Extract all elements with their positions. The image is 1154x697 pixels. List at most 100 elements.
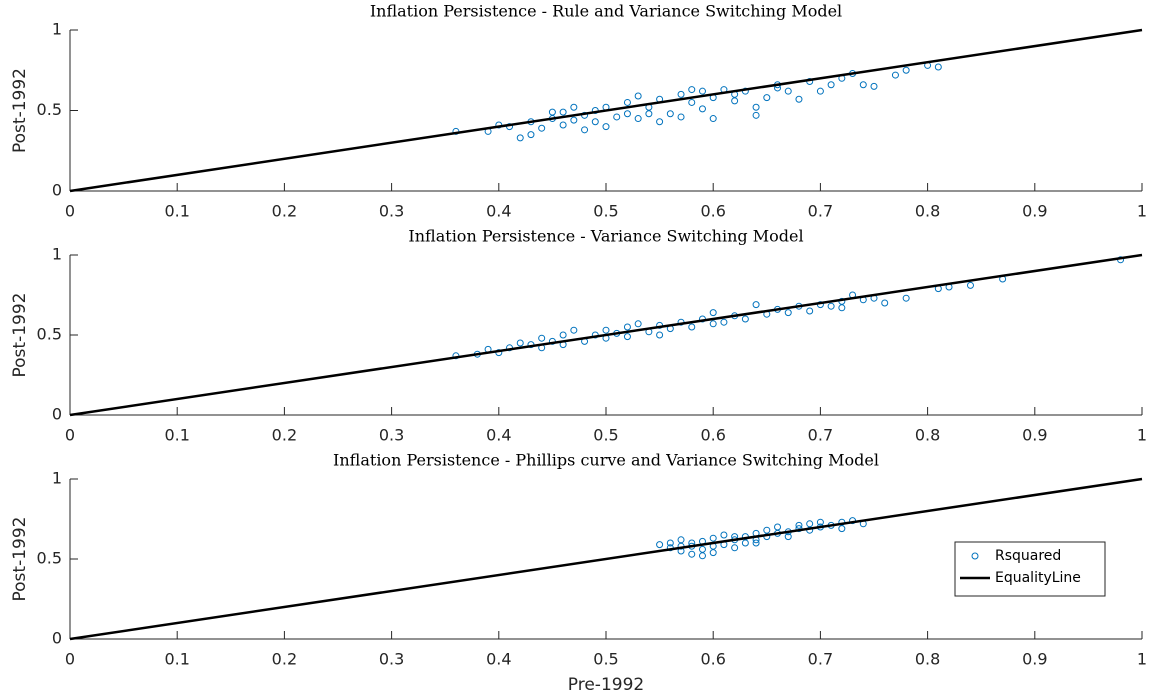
x-tick-label: 0.9 <box>1022 650 1047 669</box>
scatter-point <box>645 110 653 118</box>
legend-marker <box>971 552 979 560</box>
scatter-point <box>784 309 792 317</box>
y-tick-label: 1 <box>52 20 62 39</box>
y-axis-label: Post-1992 <box>10 517 30 602</box>
scatter-point <box>902 66 910 74</box>
scatter-point <box>902 294 910 302</box>
x-tick-label: 0.2 <box>272 202 297 221</box>
scatter-point <box>698 105 706 113</box>
x-tick-label: 1 <box>1137 426 1147 445</box>
x-tick-label: 0.3 <box>379 202 404 221</box>
x-tick-label: 0.5 <box>593 426 618 445</box>
x-tick-label: 0.6 <box>700 650 725 669</box>
scatter-point <box>709 115 717 123</box>
scatter-point <box>966 281 974 289</box>
y-tick-label: 0.5 <box>37 325 62 344</box>
x-tick-label: 0.5 <box>593 202 618 221</box>
scatter-point <box>752 539 760 547</box>
x-tick-label: 0.6 <box>700 426 725 445</box>
scatter-point <box>634 92 642 100</box>
scatter-point <box>784 87 792 95</box>
y-tick-label: 0 <box>52 181 62 200</box>
scatter-point <box>666 539 674 547</box>
scatter-point <box>677 90 685 98</box>
y-tick-label: 0.5 <box>37 100 62 119</box>
scatter-point <box>688 86 696 94</box>
scatter-point <box>795 521 803 529</box>
scatter-point <box>623 98 631 106</box>
scatter-point <box>859 81 867 89</box>
scatter-point <box>623 333 631 341</box>
scatter-point <box>881 299 889 307</box>
equality-line <box>69 477 1143 641</box>
scatter-point <box>891 71 899 79</box>
scatter-point <box>816 518 824 526</box>
x-tick-label: 0.1 <box>164 426 189 445</box>
scatter-point <box>570 116 578 124</box>
scatter-point <box>720 318 728 326</box>
scatter-point <box>795 95 803 103</box>
scatter-point <box>709 320 717 328</box>
x-tick-label: 0.2 <box>272 650 297 669</box>
scatter-point <box>602 123 610 131</box>
scatter-point <box>870 82 878 90</box>
x-tick-label: 0.1 <box>164 202 189 221</box>
scatter-point <box>559 121 567 129</box>
x-tick-label: 0.2 <box>272 426 297 445</box>
scatter-point <box>816 87 824 95</box>
scatter-point <box>827 302 835 310</box>
x-tick-label: 0.8 <box>915 426 940 445</box>
x-tick-label: 0.9 <box>1022 426 1047 445</box>
x-tick-label: 0.4 <box>486 650 511 669</box>
legend-box <box>954 541 1106 597</box>
x-tick-label: 0.7 <box>808 202 833 221</box>
scatter-point <box>634 320 642 328</box>
scatter-point <box>677 536 685 544</box>
chart-title: Inflation Persistence - Phillips curve a… <box>333 451 879 470</box>
x-tick-label: 0.3 <box>379 650 404 669</box>
x-tick-label: 0 <box>65 650 75 669</box>
legend-label: EqualityLine <box>995 570 1081 586</box>
scatter-point <box>634 115 642 123</box>
scatter-point <box>784 533 792 541</box>
x-tick-label: 0.8 <box>915 202 940 221</box>
y-tick-label: 0.5 <box>37 549 62 568</box>
x-axis-label: Pre-1992 <box>568 675 644 695</box>
y-tick-label: 1 <box>52 245 62 264</box>
scatter-point <box>763 526 771 534</box>
y-tick-label: 1 <box>52 469 62 488</box>
chart-title: Inflation Persistence - Variance Switchi… <box>408 227 803 246</box>
x-tick-label: 0.4 <box>486 426 511 445</box>
scatter-point <box>548 108 556 116</box>
scatter-point <box>613 113 621 121</box>
scatter-point <box>570 326 578 334</box>
x-tick-label: 0 <box>65 426 75 445</box>
scatter-point <box>666 110 674 118</box>
scatter-point <box>763 94 771 102</box>
x-tick-label: 1 <box>1137 202 1147 221</box>
scatter-point <box>623 323 631 331</box>
x-tick-label: 1 <box>1137 650 1147 669</box>
scatter-point <box>559 331 567 339</box>
scatter-point <box>752 301 760 309</box>
x-tick-label: 0.1 <box>164 650 189 669</box>
scatter-point <box>516 134 524 142</box>
scatter-point <box>688 323 696 331</box>
scatter-point <box>752 111 760 119</box>
scatter-point <box>516 339 524 347</box>
y-axis-label: Post-1992 <box>10 293 30 378</box>
legend-label: Rsquared <box>995 548 1061 564</box>
x-tick-label: 0.5 <box>593 650 618 669</box>
subplot: Inflation Persistence - Rule and Varianc… <box>10 2 1147 221</box>
scatter-point <box>527 131 535 139</box>
x-tick-label: 0.7 <box>808 650 833 669</box>
scatter-point <box>741 539 749 547</box>
equality-line <box>69 28 1143 193</box>
x-tick-label: 0.4 <box>486 202 511 221</box>
y-tick-label: 0 <box>52 629 62 648</box>
scatter-point <box>698 87 706 95</box>
scatter-point <box>838 304 846 312</box>
scatter-point <box>838 525 846 533</box>
scatter-point <box>752 103 760 111</box>
